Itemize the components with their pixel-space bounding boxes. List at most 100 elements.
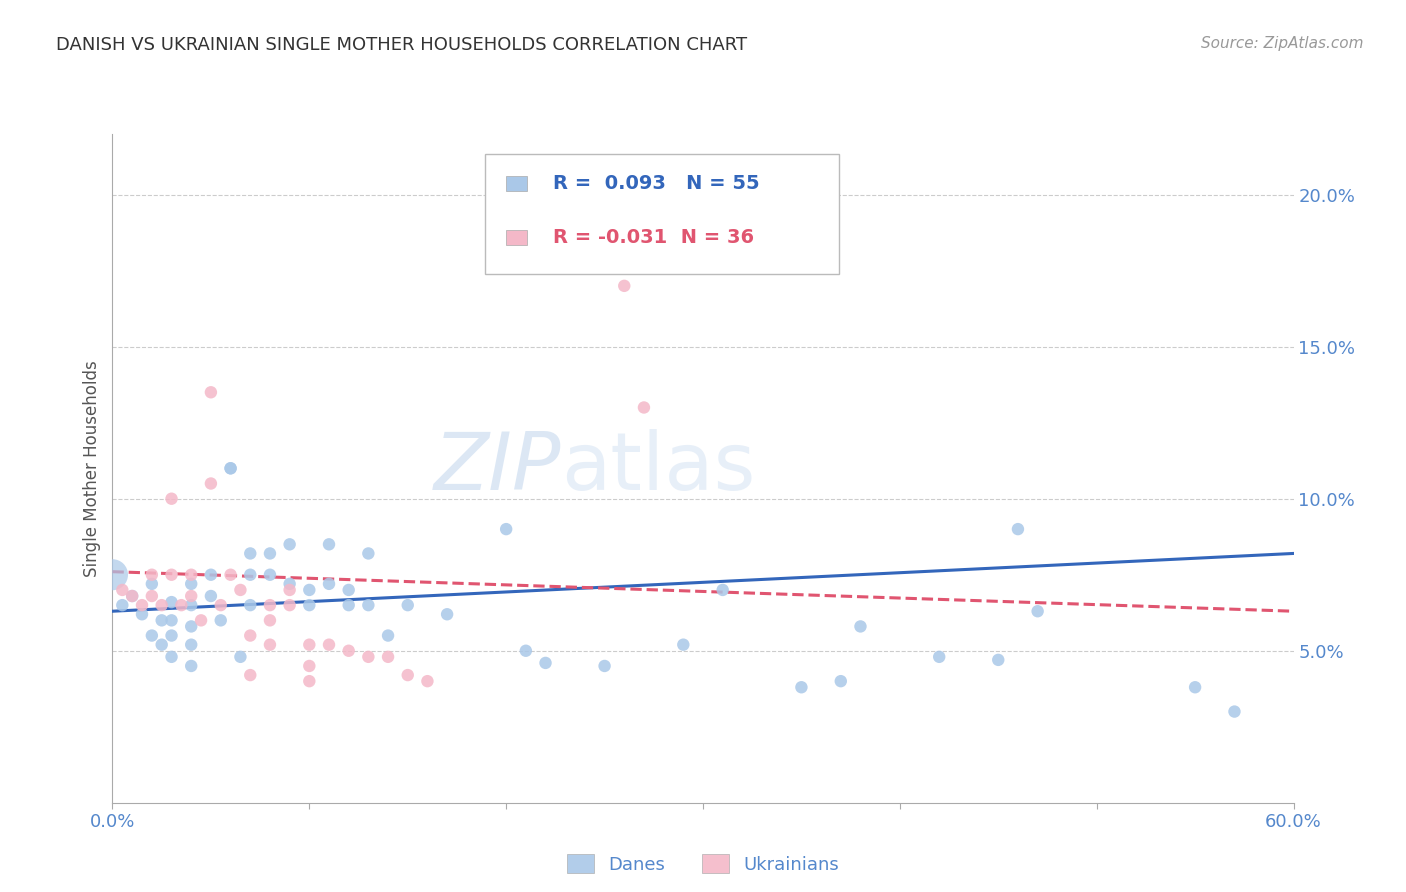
- Point: [298, 582, 321, 597]
- Point: [377, 649, 399, 664]
- Point: [278, 537, 301, 551]
- Point: [337, 598, 360, 612]
- Point: [121, 589, 143, 603]
- Point: [259, 638, 281, 652]
- Point: [180, 659, 202, 673]
- Point: [200, 476, 222, 491]
- Point: [219, 461, 242, 475]
- Text: R = -0.031  N = 36: R = -0.031 N = 36: [553, 228, 754, 247]
- Point: [515, 644, 537, 658]
- Legend: Danes, Ukrainians: Danes, Ukrainians: [560, 847, 846, 880]
- Point: [259, 567, 281, 582]
- Point: [160, 613, 183, 627]
- Point: [229, 582, 252, 597]
- Point: [219, 461, 242, 475]
- Point: [141, 577, 163, 591]
- Point: [357, 649, 380, 664]
- Point: [633, 401, 655, 415]
- Bar: [506, 176, 527, 191]
- Text: R =  0.093   N = 55: R = 0.093 N = 55: [553, 174, 759, 193]
- Point: [987, 653, 1010, 667]
- FancyBboxPatch shape: [485, 154, 839, 275]
- Point: [259, 598, 281, 612]
- Point: [160, 491, 183, 506]
- Point: [396, 598, 419, 612]
- Point: [672, 638, 695, 652]
- Point: [101, 567, 124, 582]
- Point: [278, 598, 301, 612]
- Point: [495, 522, 517, 536]
- Point: [239, 546, 262, 560]
- Point: [200, 589, 222, 603]
- Point: [141, 628, 163, 642]
- Point: [239, 628, 262, 642]
- Point: [357, 546, 380, 560]
- Point: [337, 644, 360, 658]
- Point: [160, 595, 183, 609]
- Point: [357, 598, 380, 612]
- Point: [790, 680, 813, 694]
- Point: [928, 649, 950, 664]
- Point: [180, 598, 202, 612]
- Point: [1007, 522, 1029, 536]
- Point: [239, 567, 262, 582]
- Point: [180, 589, 202, 603]
- Text: Source: ZipAtlas.com: Source: ZipAtlas.com: [1201, 36, 1364, 51]
- Point: [298, 674, 321, 689]
- Point: [121, 589, 143, 603]
- Point: [131, 598, 153, 612]
- Point: [613, 278, 636, 293]
- Point: [298, 598, 321, 612]
- Point: [209, 598, 232, 612]
- Point: [219, 567, 242, 582]
- Point: [416, 674, 439, 689]
- Point: [849, 619, 872, 633]
- Point: [180, 577, 202, 591]
- Point: [318, 577, 340, 591]
- Point: [170, 598, 193, 612]
- Bar: [506, 230, 527, 245]
- Point: [239, 598, 262, 612]
- Point: [1184, 680, 1206, 694]
- Point: [229, 649, 252, 664]
- Point: [436, 607, 458, 622]
- Point: [298, 659, 321, 673]
- Point: [259, 546, 281, 560]
- Point: [377, 628, 399, 642]
- Point: [180, 619, 202, 633]
- Point: [259, 613, 281, 627]
- Point: [1026, 604, 1049, 618]
- Point: [160, 649, 183, 664]
- Point: [180, 638, 202, 652]
- Point: [534, 656, 557, 670]
- Point: [298, 638, 321, 652]
- Point: [180, 567, 202, 582]
- Point: [278, 577, 301, 591]
- Point: [278, 582, 301, 597]
- Point: [593, 659, 616, 673]
- Point: [200, 385, 222, 400]
- Text: ZIP: ZIP: [434, 429, 561, 508]
- Point: [160, 628, 183, 642]
- Point: [209, 613, 232, 627]
- Point: [396, 668, 419, 682]
- Point: [150, 613, 173, 627]
- Point: [318, 638, 340, 652]
- Point: [1223, 705, 1246, 719]
- Point: [131, 607, 153, 622]
- Y-axis label: Single Mother Households: Single Mother Households: [83, 360, 101, 576]
- Point: [150, 598, 173, 612]
- Text: atlas: atlas: [561, 429, 755, 508]
- Point: [239, 668, 262, 682]
- Point: [593, 187, 616, 202]
- Point: [111, 598, 134, 612]
- Point: [711, 582, 734, 597]
- Point: [141, 567, 163, 582]
- Point: [337, 582, 360, 597]
- Text: DANISH VS UKRAINIAN SINGLE MOTHER HOUSEHOLDS CORRELATION CHART: DANISH VS UKRAINIAN SINGLE MOTHER HOUSEH…: [56, 36, 748, 54]
- Point: [830, 674, 852, 689]
- Point: [318, 537, 340, 551]
- Point: [200, 567, 222, 582]
- Point: [190, 613, 212, 627]
- Point: [141, 589, 163, 603]
